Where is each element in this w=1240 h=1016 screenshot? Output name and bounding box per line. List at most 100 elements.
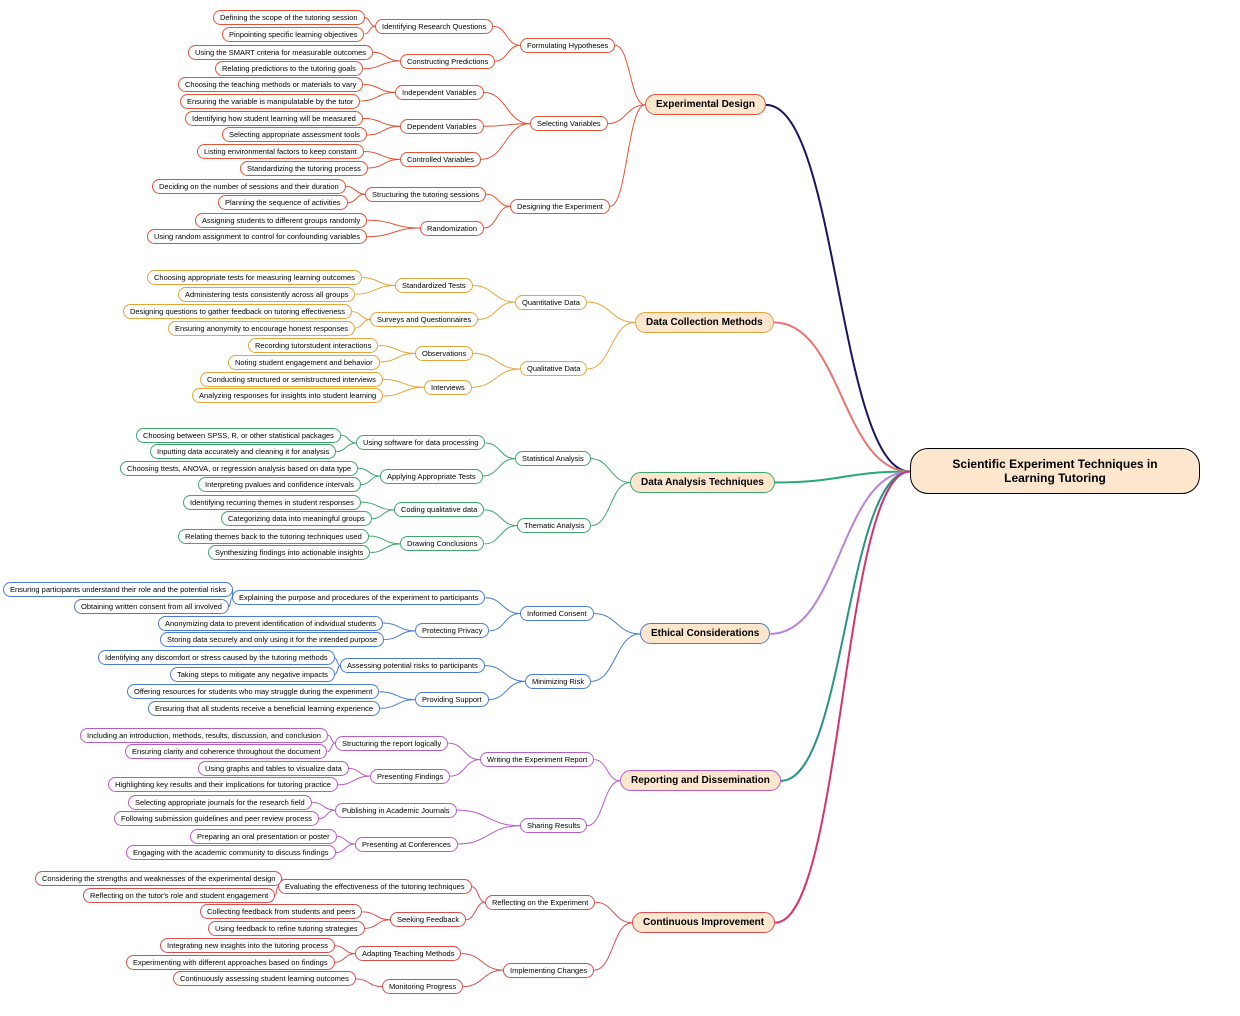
mindmap-node: Presenting Findings <box>370 769 450 784</box>
mindmap-node: Conducting structured or semistructured … <box>200 372 383 387</box>
mindmap-node: Ensuring participants understand their r… <box>3 582 233 597</box>
mindmap-node: Engaging with the academic community to … <box>126 845 336 860</box>
mindmap-node: Selecting Variables <box>530 116 608 131</box>
mindmap-node: Protecting Privacy <box>415 623 489 638</box>
root-node: Scientific Experiment Techniques in Lear… <box>910 448 1200 494</box>
mindmap-node: Reflecting on the tutor's role and stude… <box>83 888 275 903</box>
mindmap-node: Minimizing Risk <box>525 674 591 689</box>
mindmap-node: Taking steps to mitigate any negative im… <box>170 667 335 682</box>
mindmap-node: Ensuring clarity and coherence throughou… <box>125 744 327 759</box>
mindmap-node: Reflecting on the Experiment <box>485 895 595 910</box>
mindmap-node: Considering the strengths and weaknesses… <box>35 871 282 886</box>
mindmap-node: Deciding on the number of sessions and t… <box>152 179 346 194</box>
mindmap-node: Dependent Variables <box>400 119 484 134</box>
mindmap-node: Selecting appropriate journals for the r… <box>128 795 312 810</box>
mindmap-node: Ensuring anonymity to encourage honest r… <box>168 321 355 336</box>
mindmap-node: Structuring the report logically <box>335 736 448 751</box>
mindmap-node: Anonymizing data to prevent identificati… <box>158 616 383 631</box>
mindmap-node: Integrating new insights into the tutori… <box>160 938 335 953</box>
mindmap-node: Categorizing data into meaningful groups <box>221 511 372 526</box>
mindmap-node: Data Collection Methods <box>635 312 774 333</box>
mindmap-node: Constructing Predictions <box>400 54 495 69</box>
mindmap-node: Standardized Tests <box>395 278 473 293</box>
mindmap-node: Planning the sequence of activities <box>218 195 348 210</box>
mindmap-node: Identifying how student learning will be… <box>185 111 363 126</box>
mindmap-node: Offering resources for students who may … <box>127 684 379 699</box>
mindmap-node: Qualitative Data <box>520 361 587 376</box>
mindmap-node: Identifying Research Questions <box>375 19 493 34</box>
mindmap-node: Experimenting with different approaches … <box>126 955 335 970</box>
mindmap-node: Seeking Feedback <box>390 912 466 927</box>
mindmap-node: Highlighting key results and their impli… <box>108 777 338 792</box>
mindmap-node: Applying Appropriate Tests <box>380 469 483 484</box>
mindmap-node: Ensuring the variable is manipulatable b… <box>180 94 360 109</box>
mindmap-node: Using software for data processing <box>356 435 485 450</box>
mindmap-node: Observations <box>415 346 473 361</box>
mindmap-node: Thematic Analysis <box>517 518 591 533</box>
mindmap-node: Identifying any discomfort or stress cau… <box>98 650 335 665</box>
mindmap-node: Analyzing responses for insights into st… <box>192 388 383 403</box>
mindmap-node: Independent Variables <box>395 85 484 100</box>
mindmap-node: Quantitative Data <box>515 295 587 310</box>
mindmap-node: Interviews <box>424 380 472 395</box>
mindmap-node: Choosing appropriate tests for measuring… <box>147 270 362 285</box>
mindmap-node: Writing the Experiment Report <box>480 752 594 767</box>
mindmap-node: Standardizing the tutoring process <box>240 161 368 176</box>
mindmap-node: Ethical Considerations <box>640 623 770 644</box>
mindmap-node: Structuring the tutoring sessions <box>365 187 486 202</box>
mindmap-node: Surveys and Questionnaires <box>370 312 478 327</box>
mindmap-node: Collecting feedback from students and pe… <box>200 904 362 919</box>
mindmap-node: Synthesizing findings into actionable in… <box>208 545 370 560</box>
mindmap-node: Designing questions to gather feedback o… <box>123 304 352 319</box>
mindmap-node: Continuously assessing student learning … <box>173 971 356 986</box>
mindmap-node: Preparing an oral presentation or poster <box>190 829 337 844</box>
mindmap-node: Using the SMART criteria for measurable … <box>188 45 373 60</box>
mindmap-node: Controlled Variables <box>400 152 481 167</box>
mindmap-node: Implementing Changes <box>503 963 594 978</box>
mindmap-node: Following submission guidelines and peer… <box>114 811 319 826</box>
mindmap-node: Sharing Results <box>520 818 587 833</box>
mindmap-node: Reporting and Dissemination <box>620 770 781 791</box>
mindmap-node: Administering tests consistently across … <box>178 287 355 302</box>
mindmap-node: Choosing the teaching methods or materia… <box>178 77 363 92</box>
mindmap-node: Drawing Conclusions <box>400 536 484 551</box>
mindmap-node: Assigning students to different groups r… <box>195 213 367 228</box>
mindmap-node: Storing data securely and only using it … <box>160 632 384 647</box>
mindmap-node: Pinpointing specific learning objectives <box>222 27 364 42</box>
mindmap-node: Evaluating the effectiveness of the tuto… <box>278 879 472 894</box>
mindmap-node: Including an introduction, methods, resu… <box>80 728 328 743</box>
mindmap-node: Providing Support <box>415 692 489 707</box>
mindmap-node: Ensuring that all students receive a ben… <box>148 701 380 716</box>
mindmap-node: Interpreting pvalues and confidence inte… <box>198 477 361 492</box>
mindmap-node: Choosing ttests, ANOVA, or regression an… <box>120 461 358 476</box>
mindmap-node: Statistical Analysis <box>515 451 591 466</box>
mindmap-node: Formulating Hypotheses <box>520 38 615 53</box>
mindmap-node: Choosing between SPSS, R, or other stati… <box>136 428 341 443</box>
mindmap-node: Explaining the purpose and procedures of… <box>232 590 485 605</box>
mindmap-node: Relating themes back to the tutoring tec… <box>178 529 369 544</box>
mindmap-node: Publishing in Academic Journals <box>335 803 457 818</box>
mindmap-node: Inputting data accurately and cleaning i… <box>150 444 336 459</box>
mindmap-node: Using graphs and tables to visualize dat… <box>198 761 349 776</box>
mindmap-node: Experimental Design <box>645 94 766 115</box>
mindmap-node: Monitoring Progress <box>382 979 463 994</box>
mindmap-node: Using random assignment to control for c… <box>147 229 367 244</box>
mindmap-node: Adapting Teaching Methods <box>355 946 461 961</box>
mindmap-node: Defining the scope of the tutoring sessi… <box>213 10 365 25</box>
mindmap-node: Listing environmental factors to keep co… <box>197 144 364 159</box>
mindmap-node: Continuous Improvement <box>632 912 775 933</box>
mindmap-node: Informed Consent <box>520 606 594 621</box>
mindmap-node: Noting student engagement and behavior <box>228 355 380 370</box>
mindmap-node: Obtaining written consent from all invol… <box>74 599 229 614</box>
mindmap-node: Recording tutorstudent interactions <box>248 338 378 353</box>
mindmap-node: Designing the Experiment <box>510 199 610 214</box>
mindmap-node: Presenting at Conferences <box>355 837 458 852</box>
mindmap-node: Relating predictions to the tutoring goa… <box>215 61 363 76</box>
mindmap-node: Data Analysis Techniques <box>630 472 775 493</box>
mindmap-node: Selecting appropriate assessment tools <box>222 127 367 142</box>
mindmap-node: Identifying recurring themes in student … <box>183 495 361 510</box>
mindmap-node: Using feedback to refine tutoring strate… <box>208 921 365 936</box>
mindmap-node: Coding qualitative data <box>394 502 484 517</box>
mindmap-node: Randomization <box>420 221 484 236</box>
mindmap-node: Assessing potential risks to participant… <box>340 658 485 673</box>
